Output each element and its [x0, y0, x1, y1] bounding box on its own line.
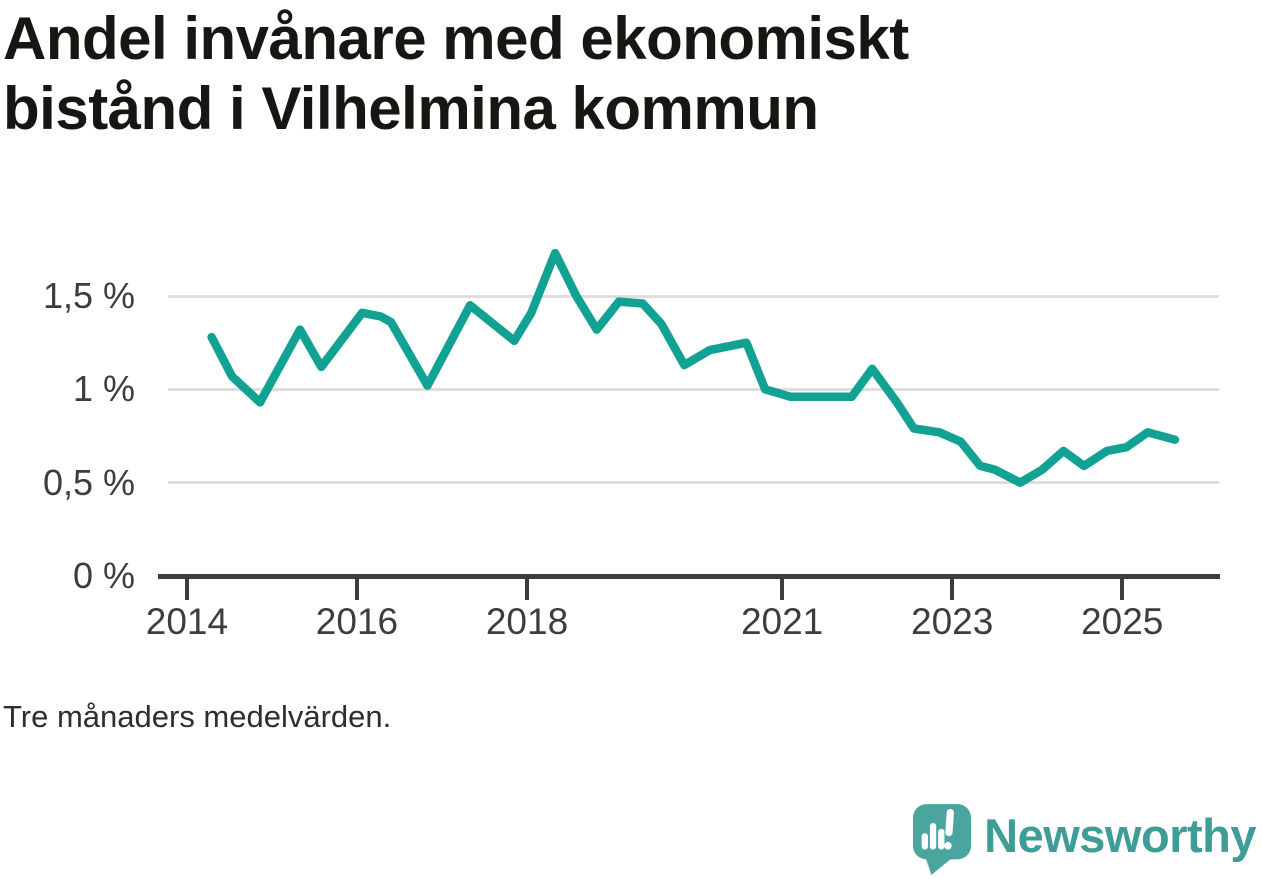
chart-note: Tre månaders medelvärden. [3, 699, 392, 734]
y-axis-tick-label: 0,5 % [42, 461, 135, 503]
x-axis-tick-mark [1120, 578, 1125, 600]
data-line [207, 248, 1180, 487]
chart-title: Andel invånare med ekonomiskt bistånd i … [3, 5, 909, 142]
y-axis-tick-label: 0 % [72, 555, 135, 596]
y-gridline [168, 481, 1219, 485]
x-axis-line [158, 574, 1220, 579]
newsworthy-logo: Newsworthy [911, 802, 1256, 876]
x-axis-tick-label: 2025 [1081, 601, 1164, 642]
x-axis-tick-label: 2021 [740, 601, 824, 642]
y-gridline [168, 387, 1219, 391]
newsworthy-wordmark: Newsworthy [984, 808, 1256, 862]
x-axis-tick-label: 2016 [315, 601, 399, 642]
newsworthy-logo-icon [913, 804, 972, 875]
x-axis-tick-label: 2014 [145, 601, 229, 642]
y-gridline [168, 294, 1219, 298]
x-axis-tick-mark [525, 578, 530, 600]
x-axis-tick-mark [184, 578, 189, 600]
y-axis-tick-label: 1 % [72, 368, 135, 410]
x-axis-tick-label: 2023 [911, 601, 994, 642]
x-axis-tick-label: 2018 [485, 601, 569, 642]
y-axis-tick-label: 1,5 % [42, 275, 135, 316]
x-axis-tick-mark [780, 578, 785, 600]
x-axis-tick-mark [354, 578, 359, 600]
x-axis-tick-mark [950, 578, 955, 600]
